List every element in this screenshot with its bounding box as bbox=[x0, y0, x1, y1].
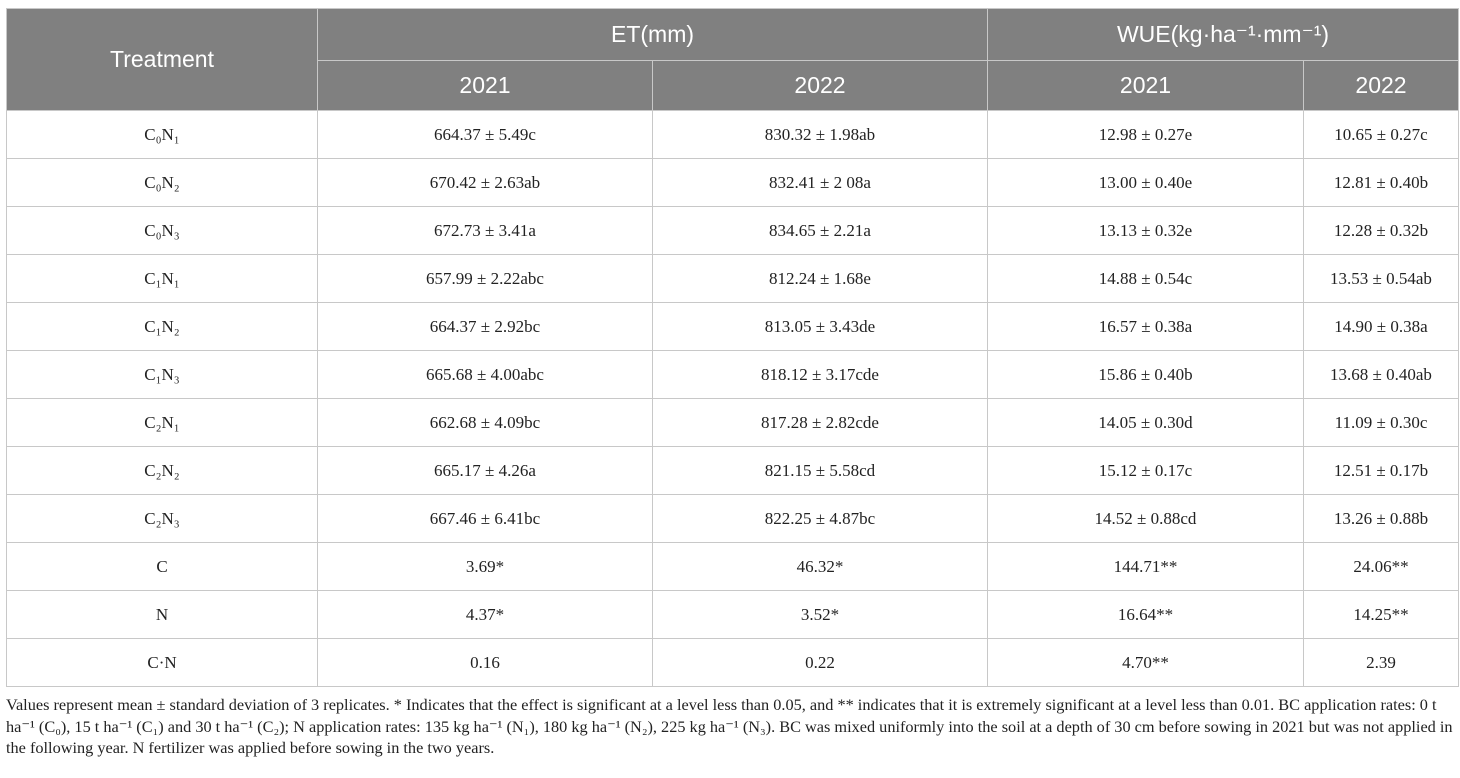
treatment-cell: C₀N₁ bbox=[6, 110, 318, 159]
value-cell: 14.52 ± 0.88cd bbox=[987, 494, 1304, 543]
value-cell: 144.71** bbox=[987, 542, 1304, 591]
value-cell: 15.12 ± 0.17c bbox=[987, 446, 1304, 495]
value-cell: 12.81 ± 0.40b bbox=[1303, 158, 1459, 207]
value-cell: 3.69* bbox=[317, 542, 653, 591]
value-cell: 12.28 ± 0.32b bbox=[1303, 206, 1459, 255]
value-cell: 15.86 ± 0.40b bbox=[987, 350, 1304, 399]
header-year: 2022 bbox=[1303, 60, 1459, 111]
treatment-cell: C·N bbox=[6, 638, 318, 687]
value-cell: 14.90 ± 0.38a bbox=[1303, 302, 1459, 351]
value-cell: 821.15 ± 5.58cd bbox=[652, 446, 988, 495]
value-cell: 812.24 ± 1.68e bbox=[652, 254, 988, 303]
value-cell: 24.06** bbox=[1303, 542, 1459, 591]
header-year: 2021 bbox=[317, 60, 653, 111]
value-cell: 2.39 bbox=[1303, 638, 1459, 687]
header-group: ET(mm) bbox=[317, 8, 988, 61]
treatment-cell: C₂N₁ bbox=[6, 398, 318, 447]
treatment-cell: C₀N₃ bbox=[6, 206, 318, 255]
treatment-cell: C₁N₃ bbox=[6, 350, 318, 399]
value-cell: 834.65 ± 2.21a bbox=[652, 206, 988, 255]
value-cell: 3.52* bbox=[652, 590, 988, 639]
data-table: Treatment ET(mm) WUE(kg·ha⁻¹·mm⁻¹) 2021 … bbox=[6, 8, 1459, 687]
value-cell: 817.28 ± 2.82cde bbox=[652, 398, 988, 447]
table-row: C₂N₂ 665.17 ± 4.26a 821.15 ± 5.58cd 15.12 ±… bbox=[6, 446, 1459, 495]
treatment-cell: C₁N₂ bbox=[6, 302, 318, 351]
value-cell: 822.25 ± 4.87bc bbox=[652, 494, 988, 543]
table-row: C₂N₁ 662.68 ± 4.09bc 817.28 ± 2.82cde 14.05… bbox=[6, 398, 1459, 447]
value-cell: 662.68 ± 4.09bc bbox=[317, 398, 653, 447]
value-cell: 13.26 ± 0.88b bbox=[1303, 494, 1459, 543]
table-row: C₀N₂ 670.42 ± 2.63ab 832.41 ± 2 08a 13.00 ±… bbox=[6, 158, 1459, 207]
value-cell: 818.12 ± 3.17cde bbox=[652, 350, 988, 399]
header-year: 2022 bbox=[652, 60, 988, 111]
table-row: C₁N₁ 657.99 ± 2.22abc 812.24 ± 1.68e 14.88 … bbox=[6, 254, 1459, 303]
treatment-cell: C₂N₂ bbox=[6, 446, 318, 495]
value-cell: 665.17 ± 4.26a bbox=[317, 446, 653, 495]
treatment-cell: C bbox=[6, 542, 318, 591]
value-cell: 13.13 ± 0.32e bbox=[987, 206, 1304, 255]
value-cell: 16.57 ± 0.38a bbox=[987, 302, 1304, 351]
value-cell: 12.51 ± 0.17b bbox=[1303, 446, 1459, 495]
treatment-cell: C₁N₁ bbox=[6, 254, 318, 303]
value-cell: 813.05 ± 3.43de bbox=[652, 302, 988, 351]
treatment-cell: C₀N₂ bbox=[6, 158, 318, 207]
value-cell: 664.37 ± 2.92bc bbox=[317, 302, 653, 351]
value-cell: 0.16 bbox=[317, 638, 653, 687]
value-cell: 13.53 ± 0.54ab bbox=[1303, 254, 1459, 303]
value-cell: 672.73 ± 3.41a bbox=[317, 206, 653, 255]
value-cell: 14.25** bbox=[1303, 590, 1459, 639]
value-cell: 664.37 ± 5.49c bbox=[317, 110, 653, 159]
value-cell: 11.09 ± 0.30c bbox=[1303, 398, 1459, 447]
value-cell: 4.70** bbox=[987, 638, 1304, 687]
value-cell: 46.32* bbox=[652, 542, 988, 591]
header-cell: Treatment bbox=[6, 8, 318, 111]
table-row: C·N 0.16 0.22 4.70** 2.39 bbox=[6, 638, 1459, 687]
table-row: C₁N₂ 664.37 ± 2.92bc 813.05 ± 3.43de 16.57 … bbox=[6, 302, 1459, 351]
header-year: 2021 bbox=[987, 60, 1304, 111]
value-cell: 14.05 ± 0.30d bbox=[987, 398, 1304, 447]
table-row: C₀N₃ 672.73 ± 3.41a 834.65 ± 2.21a 13.13 ± … bbox=[6, 206, 1459, 255]
value-cell: 4.37* bbox=[317, 590, 653, 639]
value-cell: 13.68 ± 0.40ab bbox=[1303, 350, 1459, 399]
value-cell: 667.46 ± 6.41bc bbox=[317, 494, 653, 543]
value-cell: 12.98 ± 0.27e bbox=[987, 110, 1304, 159]
value-cell: 13.00 ± 0.40e bbox=[987, 158, 1304, 207]
table-row: N 4.37* 3.52* 16.64** 14.25** bbox=[6, 590, 1459, 639]
value-cell: 10.65 ± 0.27c bbox=[1303, 110, 1459, 159]
table-row: C₀N₁ 664.37 ± 5.49c 830.32 ± 1.98ab 12.98 ±… bbox=[6, 110, 1459, 159]
value-cell: 830.32 ± 1.98ab bbox=[652, 110, 988, 159]
header-group: WUE(kg·ha⁻¹·mm⁻¹) bbox=[987, 8, 1459, 61]
value-cell: 14.88 ± 0.54c bbox=[987, 254, 1304, 303]
value-cell: 16.64** bbox=[987, 590, 1304, 639]
value-cell: 0.22 bbox=[652, 638, 988, 687]
value-cell: 832.41 ± 2 08a bbox=[652, 158, 988, 207]
value-cell: 657.99 ± 2.22abc bbox=[317, 254, 653, 303]
treatment-cell: C₂N₃ bbox=[6, 494, 318, 543]
table-row: C 3.69* 46.32* 144.71** 24.06** bbox=[6, 542, 1459, 591]
table-body: C₀N₁ 664.37 ± 5.49c 830.32 ± 1.98ab 12.98 ±… bbox=[6, 110, 1459, 687]
footnote: Values represent mean ± standard deviati… bbox=[6, 695, 1453, 757]
table-row: C₂N₃ 667.46 ± 6.41bc 822.25 ± 4.87bc 14.52 … bbox=[6, 494, 1459, 543]
value-cell: 670.42 ± 2.63ab bbox=[317, 158, 653, 207]
table-row: C₁N₃ 665.68 ± 4.00abc 818.12 ± 3.17cde 15.8… bbox=[6, 350, 1459, 399]
treatment-cell: N bbox=[6, 590, 318, 639]
value-cell: 665.68 ± 4.00abc bbox=[317, 350, 653, 399]
